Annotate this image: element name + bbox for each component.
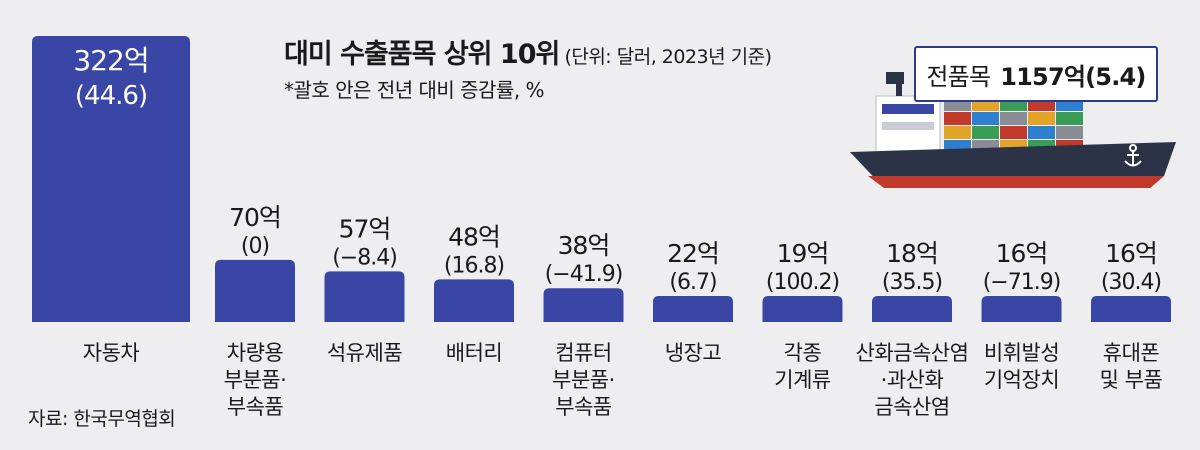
tick-label: 각종 — [784, 341, 822, 365]
chart-title-unit: (단위: 달러, 2023년 기준) — [564, 46, 772, 68]
ship-funnel — [886, 72, 904, 84]
tick-label: 및 부품 — [1100, 368, 1163, 392]
data-label: 16억 — [996, 239, 1048, 268]
change-label: (30.4) — [1101, 270, 1161, 295]
change-label: (6.7) — [669, 270, 716, 295]
bar — [653, 296, 733, 322]
bar — [981, 296, 1062, 322]
bar — [1091, 296, 1171, 322]
total-exports-box: 전품목 1157억(5.4) — [914, 46, 1158, 102]
data-label: 70억 — [229, 203, 281, 232]
change-label: (100.2) — [766, 270, 839, 295]
container-box — [972, 126, 999, 139]
chart-subtitle: *괄호 안은 전년 대비 증감률, % — [284, 78, 545, 102]
bar — [872, 296, 952, 322]
bar — [762, 296, 843, 322]
ship-bridge-window — [882, 122, 934, 130]
tick-label: 금속산염 — [874, 395, 949, 419]
container-stack — [944, 98, 1083, 153]
tick-label: 기계류 — [774, 368, 831, 392]
tick-label: 차량용 — [227, 341, 284, 365]
tick-label: 산화금속산염 — [856, 341, 969, 365]
tick-label: 부속품 — [227, 395, 284, 419]
tick-label: 기억장치 — [984, 368, 1059, 392]
tick-label: 부분품· — [552, 368, 615, 392]
source-note: 자료: 한국무역협회 — [28, 408, 176, 430]
container-box — [972, 112, 999, 125]
change-label: (−8.4) — [332, 245, 397, 270]
data-label: 48억 — [448, 222, 500, 251]
tick-label: 석유제품 — [327, 341, 402, 365]
data-label: 16억 — [1105, 239, 1157, 268]
bar — [434, 279, 514, 322]
ship-bridge-window — [882, 104, 934, 114]
tick-label: 휴대폰 — [1103, 341, 1160, 365]
change-label: (0) — [241, 234, 269, 259]
bar — [215, 259, 295, 322]
data-label: 18억 — [886, 239, 938, 268]
change-label: (−41.9) — [545, 262, 623, 287]
data-label: 22억 — [667, 239, 719, 268]
container-box — [1028, 112, 1055, 125]
chart-title: 대미 수출품목 상위 10위 — [284, 39, 560, 70]
data-label: 19억 — [777, 239, 829, 268]
change-label: (−71.9) — [983, 270, 1061, 295]
tick-label: 컴퓨터 — [555, 341, 611, 365]
tick-label: 비휘발성 — [984, 341, 1059, 365]
change-label: (35.5) — [882, 270, 942, 295]
chart-title-block: 대미 수출품목 상위 10위 (단위: 달러, 2023년 기준) — [284, 32, 772, 71]
container-box — [944, 126, 971, 139]
change-label: (44.6) — [75, 81, 147, 111]
container-box — [944, 112, 971, 125]
ship-mast — [896, 80, 902, 96]
container-box — [1000, 112, 1027, 125]
bar — [543, 288, 624, 322]
tick-label: 부분품· — [224, 368, 287, 392]
tick-label: 냉장고 — [665, 341, 722, 365]
data-label: 57억 — [339, 214, 391, 243]
total-exports-label: 전품목 — [926, 62, 991, 91]
container-box — [1000, 126, 1027, 139]
anchor-icon — [1124, 144, 1142, 167]
tick-label: 부속품 — [555, 395, 612, 419]
bar — [324, 271, 405, 322]
ship-hull-stripe — [868, 176, 1164, 188]
data-label: 38억 — [558, 231, 610, 260]
data-label: 322억 — [73, 44, 148, 77]
container-box — [1056, 126, 1083, 139]
total-exports-value: 1157억(5.4) — [1000, 62, 1146, 91]
tick-label: 배터리 — [446, 341, 502, 365]
bar — [32, 36, 190, 322]
tick-label: 자동차 — [83, 341, 140, 365]
tick-label: ·과산화 — [881, 368, 944, 392]
change-label: (16.8) — [444, 253, 504, 278]
container-box — [1056, 112, 1083, 125]
container-box — [1028, 126, 1055, 139]
